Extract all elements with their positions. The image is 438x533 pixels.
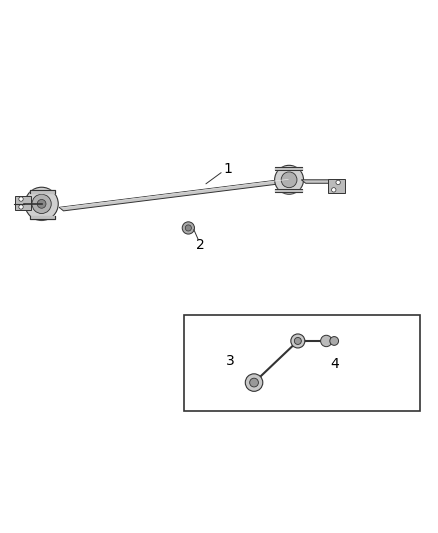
Bar (184, 314, 420, 411)
Circle shape (336, 180, 340, 184)
Circle shape (291, 334, 305, 348)
Polygon shape (59, 179, 291, 211)
Text: 3: 3 (226, 354, 234, 368)
Circle shape (332, 188, 336, 192)
Circle shape (37, 199, 46, 208)
Text: 1: 1 (223, 162, 232, 176)
Circle shape (294, 337, 301, 344)
Circle shape (250, 378, 258, 387)
Circle shape (32, 194, 51, 214)
Polygon shape (15, 197, 31, 211)
Circle shape (19, 197, 23, 201)
Circle shape (25, 187, 58, 221)
Text: 4: 4 (330, 357, 339, 371)
Polygon shape (301, 180, 333, 183)
Circle shape (330, 336, 339, 345)
Circle shape (245, 374, 263, 391)
Circle shape (281, 172, 297, 188)
Circle shape (275, 165, 304, 194)
Polygon shape (328, 179, 345, 193)
Circle shape (19, 205, 23, 209)
Text: 2: 2 (196, 238, 205, 253)
Circle shape (185, 225, 191, 231)
Circle shape (321, 335, 332, 346)
Circle shape (182, 222, 194, 234)
